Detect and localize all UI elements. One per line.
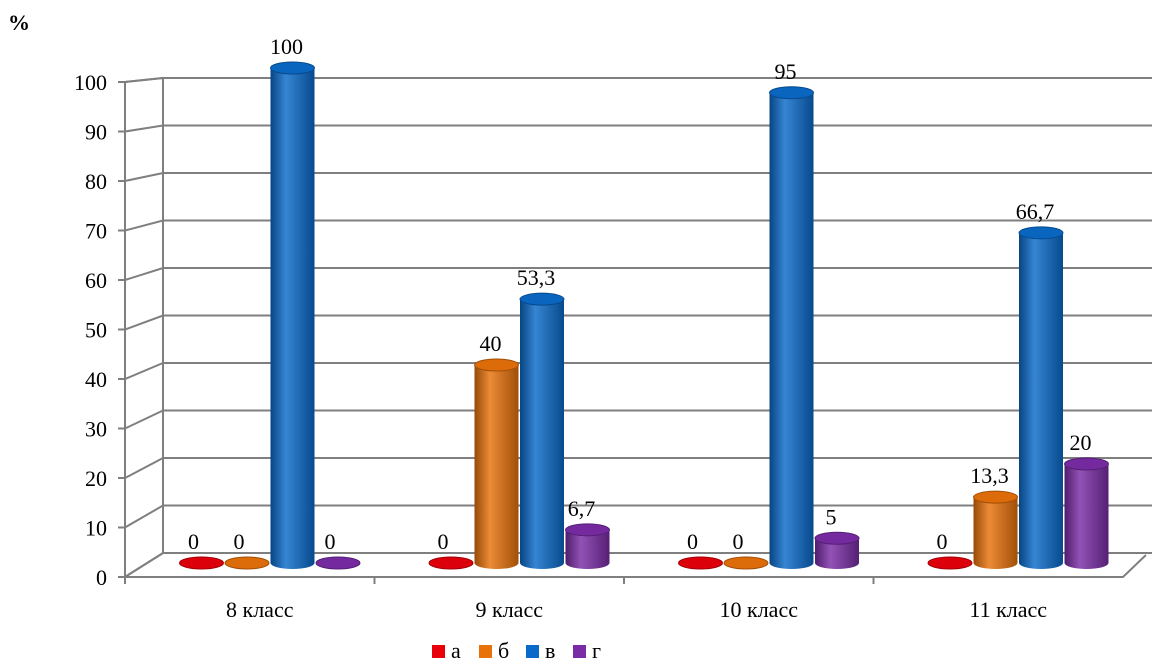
gridline [124, 362, 1152, 380]
category-label: 11 класс [969, 597, 1047, 622]
gridline [124, 172, 1152, 182]
bar [565, 523, 610, 569]
bar [315, 556, 361, 570]
bar-body [815, 538, 859, 569]
legend-swatch [526, 645, 539, 658]
gridline [124, 124, 1152, 133]
legend-label: г [592, 638, 601, 663]
legend-label: в [545, 638, 555, 663]
data-label: 0 [234, 529, 245, 554]
data-label: 0 [687, 529, 698, 554]
bar-top [1018, 226, 1064, 240]
legend-swatch [479, 645, 492, 658]
legend-label: а [451, 638, 461, 663]
data-label: 53,3 [517, 265, 556, 290]
bars [179, 61, 1109, 570]
data-label: 0 [188, 529, 199, 554]
y-tick-label: 80 [85, 169, 107, 194]
bar-top [769, 86, 814, 100]
bar-top [474, 358, 519, 372]
gridlines [124, 77, 1152, 578]
bar-top [678, 556, 723, 570]
bar [428, 556, 474, 570]
bar [474, 358, 519, 569]
y-tick-label: 70 [85, 219, 107, 244]
data-label: 0 [733, 529, 744, 554]
bar [519, 292, 565, 569]
category-label: 9 класс [476, 597, 544, 622]
legend-swatch [432, 645, 445, 658]
bar [723, 556, 769, 570]
data-label: 13,3 [970, 463, 1009, 488]
bar [973, 490, 1018, 569]
bar-top [519, 292, 565, 306]
gridline [124, 457, 1152, 479]
data-label: 5 [826, 504, 837, 529]
data-label: 0 [438, 529, 449, 554]
gridline [124, 504, 1152, 529]
gridline [124, 77, 1152, 83]
data-label: 40 [480, 331, 502, 356]
legend-swatch [573, 645, 586, 658]
bar [678, 556, 723, 570]
category-labels: 8 класс 9 класс 10 класс 11 класс [124, 577, 1047, 622]
bar-top [723, 556, 769, 570]
bar-top [428, 556, 474, 570]
data-label: 100 [270, 34, 303, 59]
bar-top [179, 556, 224, 570]
bar-body [769, 92, 814, 569]
category-label: 10 класс [720, 597, 799, 622]
gridline [124, 219, 1152, 232]
bar-top [927, 556, 973, 570]
bar [927, 556, 973, 570]
y-tick-label: 20 [85, 466, 107, 491]
bar-body [565, 529, 610, 569]
category-label: 8 класс [226, 597, 294, 622]
data-label: 66,7 [1016, 199, 1055, 224]
y-tick-label: 10 [85, 516, 107, 541]
y-tick-label: 30 [85, 417, 107, 442]
bar-top [1064, 457, 1109, 471]
data-label: 95 [775, 59, 797, 84]
y-tick-label: 60 [85, 268, 107, 293]
y-tick-label: 100 [74, 70, 107, 95]
bar [814, 531, 860, 569]
y-axis-unit-label: % [8, 10, 30, 35]
bar [1018, 226, 1064, 569]
data-label: 0 [325, 529, 336, 554]
y-tick-label: 40 [85, 367, 107, 392]
bar-body [520, 299, 564, 569]
bar-top [565, 523, 610, 537]
legend-label: б [498, 638, 509, 663]
bar-body [270, 68, 315, 569]
y-axis-ticks: 0 10 20 30 40 50 60 70 80 90 100 [74, 70, 125, 590]
bar-body [973, 497, 1018, 569]
legend: а б в г [432, 638, 601, 663]
bar-top [270, 61, 315, 75]
bar [270, 61, 315, 569]
bar-top [973, 490, 1018, 504]
data-labels: 0 0 100 0 0 40 53,3 6,7 0 0 95 5 0 13,3 66,7 20 [188, 34, 1092, 554]
data-label: 6,7 [568, 496, 596, 521]
data-label: 0 [937, 529, 948, 554]
y-tick-label: 0 [96, 565, 107, 590]
data-label: 20 [1070, 430, 1092, 455]
bar-body [474, 365, 519, 569]
bar [1064, 457, 1109, 569]
bar-top [224, 556, 270, 570]
bar-body [1019, 232, 1063, 569]
bar-top [814, 531, 860, 545]
bar [769, 86, 814, 569]
gridline [124, 409, 1152, 430]
gridline [124, 314, 1152, 331]
bar [224, 556, 270, 570]
y-tick-label: 50 [85, 318, 107, 343]
bar-body [1064, 464, 1109, 569]
gridline [124, 267, 1152, 281]
bar [179, 556, 224, 570]
y-tick-label: 90 [85, 120, 107, 145]
bar-top [315, 556, 361, 570]
